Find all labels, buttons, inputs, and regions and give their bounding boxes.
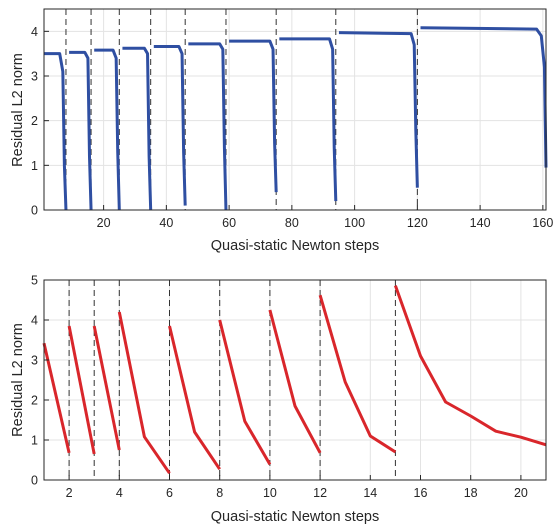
series-line [188, 42, 228, 211]
series-line [153, 45, 187, 206]
y-axis-label: Residual L2 norm [10, 53, 26, 167]
y-tick-label: 4 [31, 314, 38, 328]
top-chart: 20 40 60 80 100 120 140 160 0 1 2 3 4 Quasi-static Ne… [10, 8, 553, 254]
y-tick-label: 2 [31, 114, 38, 128]
series-line [420, 26, 548, 168]
x-axis-label: Quasi-static Newton steps [211, 238, 379, 254]
x-tick-label: 140 [470, 216, 491, 230]
series-line [218, 319, 272, 466]
x-tick-label: 60 [222, 216, 236, 230]
plot-area [44, 9, 546, 210]
series-line [69, 50, 93, 211]
series-line [168, 325, 221, 471]
series-line [67, 325, 96, 455]
plot-area [44, 280, 546, 480]
x-tick-label: 14 [363, 486, 377, 500]
x-tick-label: 20 [97, 216, 111, 230]
series-line [94, 48, 121, 211]
y-tick-label: 0 [31, 474, 38, 488]
series-line [92, 325, 121, 451]
y-tick-label: 3 [31, 70, 38, 84]
x-tick-label: 6 [166, 486, 173, 500]
x-tick-label: 20 [514, 486, 528, 500]
y-tick-label: 1 [31, 434, 38, 448]
x-tick-label: 18 [464, 486, 478, 500]
series-line [393, 285, 547, 447]
x-tick-label: 100 [344, 216, 365, 230]
y-tick-label: 3 [31, 354, 38, 368]
x-tick-label: 80 [285, 216, 299, 230]
x-tick-label: 4 [116, 486, 123, 500]
y-tick-label: 0 [31, 204, 38, 218]
series-line [338, 31, 419, 188]
x-axis-label: Quasi-static Newton steps [211, 509, 379, 525]
series-line [229, 39, 278, 193]
y-axis-label: Residual L2 norm [10, 323, 26, 437]
series-line [279, 37, 338, 202]
series-line [122, 46, 153, 211]
axes-box [43, 8, 547, 211]
series-line [42, 342, 71, 454]
series-line [44, 52, 68, 211]
y-tick-label: 5 [31, 274, 38, 288]
y-tick-label: 4 [31, 25, 38, 39]
series-line [117, 311, 171, 475]
x-tick-label: 160 [532, 216, 553, 230]
x-tick-label: 40 [159, 216, 173, 230]
x-tick-label: 120 [407, 216, 428, 230]
y-tick-label: 2 [31, 394, 38, 408]
series-line [268, 309, 322, 454]
x-tick-label: 10 [263, 486, 277, 500]
x-tick-label: 8 [216, 486, 223, 500]
axes-box [43, 279, 547, 481]
x-tick-label: 12 [313, 486, 327, 500]
y-tick-label: 1 [31, 159, 38, 173]
x-tick-label: 2 [66, 486, 73, 500]
series-line [318, 294, 397, 454]
x-tick-label: 16 [414, 486, 428, 500]
